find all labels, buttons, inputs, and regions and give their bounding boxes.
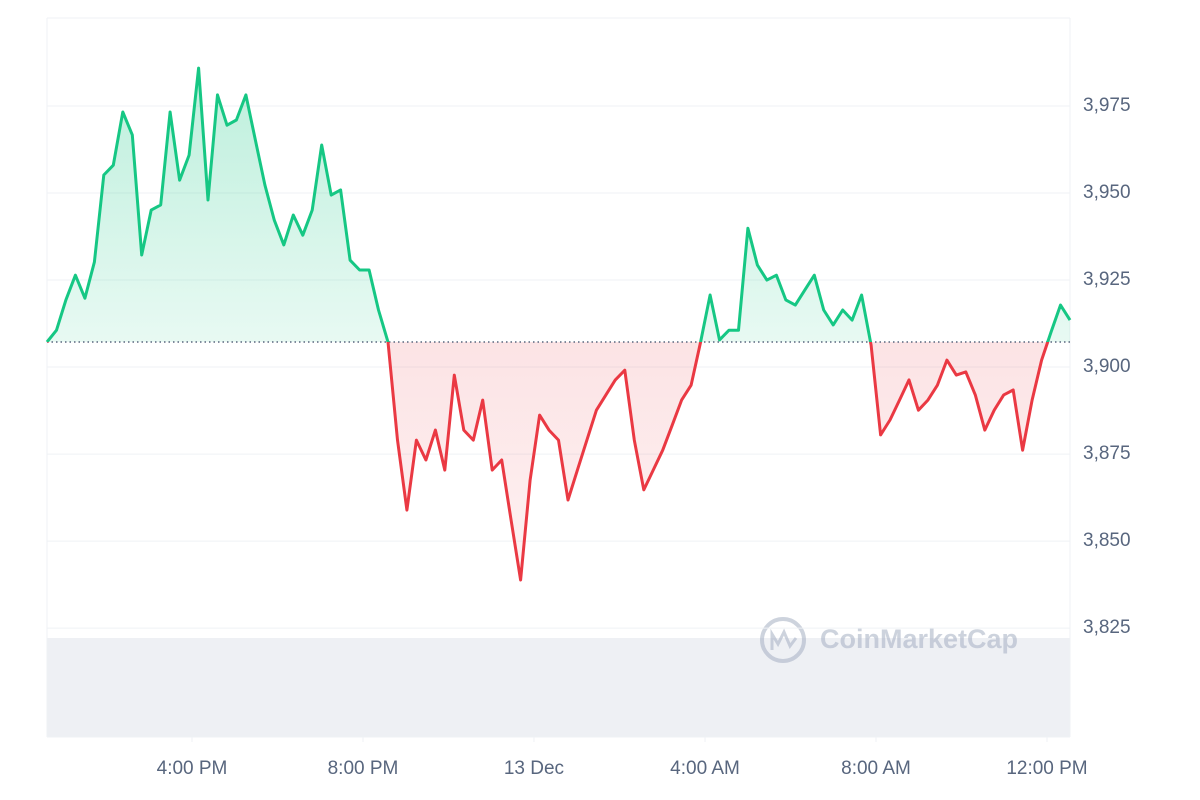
watermark-text: CoinMarketCap	[820, 624, 1018, 654]
volume-band	[47, 638, 1070, 737]
y-tick-label: 3,900	[1083, 356, 1131, 377]
x-tick-label: 8:00 PM	[328, 758, 399, 779]
y-tick-label: 3,975	[1083, 95, 1131, 116]
price-line	[45, 66, 1072, 582]
watermark-logo	[760, 617, 806, 663]
y-tick-label: 3,825	[1083, 617, 1131, 638]
y-tick-label: 3,850	[1083, 530, 1131, 551]
area-fill	[47, 68, 1070, 580]
y-tick-label: 3,950	[1083, 182, 1131, 203]
y-tick-label: 3,925	[1083, 269, 1131, 290]
x-tick-label: 13 Dec	[504, 758, 564, 779]
watermark-logo-mark	[770, 628, 798, 650]
y-tick-label: 3,875	[1083, 443, 1131, 464]
x-tick-label: 4:00 AM	[670, 758, 740, 779]
x-tick-label: 12:00 PM	[1006, 758, 1087, 779]
x-tick-label: 8:00 AM	[841, 758, 911, 779]
watermark: CoinMarketCap	[760, 617, 1018, 663]
x-tick-label: 4:00 PM	[157, 758, 228, 779]
